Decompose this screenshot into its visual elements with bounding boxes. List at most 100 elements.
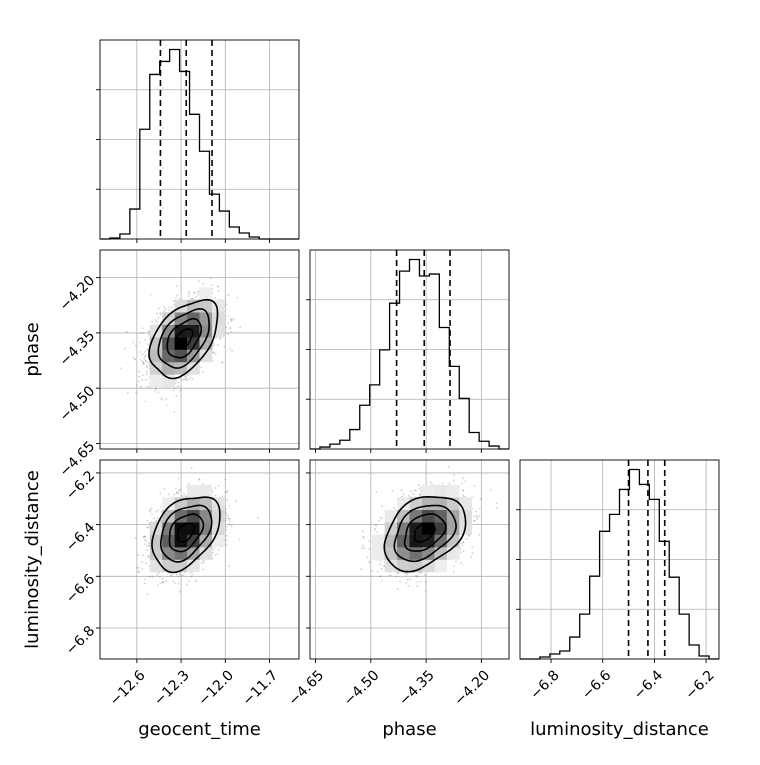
sample-point — [230, 331, 233, 333]
x-tick-label-geocent_time: −12.0 — [195, 667, 237, 709]
density-panel-geocent_time-luminosity_distance — [96, 459, 300, 663]
panel-frame — [519, 459, 720, 660]
density-cell — [187, 484, 200, 498]
sample-point — [154, 319, 157, 321]
sample-point — [145, 360, 147, 363]
sample-point — [420, 571, 423, 574]
sample-point — [190, 467, 193, 470]
sample-point — [197, 293, 200, 296]
x-tick-label-luminosity_distance: −6.6 — [579, 667, 614, 702]
panel-frame — [99, 459, 300, 660]
sample-point — [418, 571, 421, 574]
sample-point — [424, 580, 427, 583]
sample-point — [224, 491, 227, 494]
sample-point — [462, 489, 465, 492]
sample-point — [380, 567, 383, 570]
contour-level-0 — [176, 522, 196, 543]
sample-point — [225, 517, 228, 520]
density-cell — [211, 312, 225, 325]
sample-point — [495, 506, 498, 509]
sample-point — [157, 509, 159, 512]
sample-point — [202, 283, 205, 286]
sample-point — [141, 360, 144, 362]
density-cell — [446, 522, 460, 535]
sample-point — [147, 343, 150, 346]
sample-point — [157, 316, 160, 319]
sample-point — [380, 575, 382, 578]
sample-point — [165, 404, 168, 407]
sample-point — [235, 499, 237, 502]
sample-point — [163, 306, 166, 309]
sample-point — [137, 571, 140, 574]
sample-point — [145, 365, 148, 368]
sample-point — [221, 495, 224, 498]
histogram-panel-phase — [306, 249, 510, 453]
sample-point — [221, 361, 224, 364]
density-cell — [162, 547, 175, 560]
sample-point — [145, 354, 147, 357]
sample-point — [460, 561, 462, 564]
sample-point — [197, 280, 200, 283]
histogram-panel-geocent_time — [96, 39, 300, 243]
sample-point — [462, 541, 465, 544]
sample-point — [164, 308, 167, 311]
sample-point — [163, 488, 166, 490]
sample-point — [149, 509, 152, 512]
sample-point — [200, 562, 203, 564]
sample-point — [181, 379, 184, 381]
density-cell — [459, 497, 472, 511]
density-cell — [397, 534, 410, 548]
sample-point — [465, 537, 468, 540]
sample-point — [149, 293, 152, 296]
sample-point — [137, 566, 140, 569]
sample-point — [463, 495, 466, 498]
sample-point — [406, 573, 408, 576]
sample-point — [173, 411, 176, 414]
sample-point — [447, 466, 450, 468]
density-cell — [149, 374, 163, 388]
sample-point — [225, 539, 227, 542]
density-cell — [162, 509, 175, 523]
sample-point — [146, 549, 149, 552]
sample-point — [150, 507, 153, 510]
sample-point — [419, 486, 422, 489]
sample-point — [397, 571, 400, 574]
sample-point — [137, 554, 140, 556]
sample-point — [430, 481, 432, 484]
sample-point — [184, 378, 187, 381]
density-cell — [446, 547, 460, 560]
sample-point — [225, 508, 227, 511]
contour-level-2 — [160, 504, 213, 563]
sample-point — [184, 375, 187, 377]
sample-point — [212, 351, 215, 354]
density-cell — [421, 497, 435, 511]
sample-point — [145, 378, 147, 381]
sample-point — [172, 303, 175, 306]
sample-point — [171, 306, 174, 308]
sample-point — [153, 517, 156, 520]
sample-point — [141, 561, 144, 563]
sample-point — [228, 504, 230, 507]
sample-point — [455, 560, 457, 563]
sample-point — [460, 551, 462, 554]
sample-point — [441, 482, 444, 485]
sample-point — [193, 291, 195, 294]
sample-point — [478, 534, 481, 536]
sample-point — [396, 572, 399, 574]
sample-point — [143, 538, 146, 541]
sample-point — [389, 574, 392, 577]
sample-point — [138, 370, 141, 373]
sample-point — [419, 493, 421, 496]
sample-point — [133, 358, 136, 361]
sample-point — [223, 345, 226, 348]
sample-point — [124, 347, 126, 350]
sample-point — [214, 352, 217, 355]
sample-point — [188, 292, 191, 295]
sample-point — [257, 516, 260, 519]
sample-point — [424, 589, 427, 592]
sample-point — [143, 582, 146, 585]
sample-point — [369, 561, 371, 564]
sample-point — [407, 585, 410, 588]
sample-point — [175, 285, 178, 288]
sample-point — [156, 312, 158, 315]
